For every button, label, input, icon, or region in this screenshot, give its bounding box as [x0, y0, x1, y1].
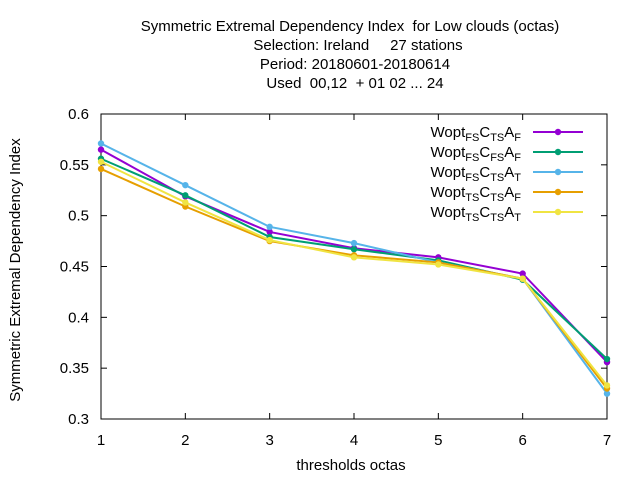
- x-tick-label: 1: [97, 432, 105, 449]
- legend-text: Wopt: [431, 204, 467, 221]
- x-tick-label: 7: [603, 432, 611, 449]
- legend-subscript: F: [514, 152, 521, 164]
- legend-swatch-point: [554, 148, 562, 156]
- legend-swatch-point: [554, 208, 562, 216]
- data-point: [97, 146, 105, 153]
- legend-label: WoptFSCTSAF: [431, 124, 522, 144]
- series-line: [100, 167, 608, 390]
- legend-text: Wopt: [431, 184, 467, 201]
- legend-text: C: [479, 144, 490, 161]
- series-line: [100, 142, 608, 395]
- y-axis-label: Symmetric Extremal Dependency Index: [7, 138, 24, 402]
- data-point: [266, 228, 273, 236]
- data-point: [266, 223, 273, 231]
- data-point: [435, 261, 442, 268]
- legend-subscript: TS: [490, 132, 504, 144]
- x-tick-label: 4: [350, 432, 358, 449]
- legend-subscript: F: [514, 132, 521, 144]
- legend-subscript: TS: [490, 192, 504, 204]
- legend-swatch-point: [554, 168, 562, 176]
- data-point: [519, 275, 526, 282]
- legend-subscript: T: [514, 172, 521, 184]
- legend-text: Wopt: [431, 144, 467, 161]
- data-point: [266, 236, 273, 244]
- y-tick-label: 0.55: [60, 157, 89, 174]
- y-tick-label: 0.35: [60, 360, 89, 377]
- legend-subscript: FS: [465, 132, 479, 144]
- legend-label: WoptTSCTSAT: [431, 204, 522, 224]
- legend-text: A: [504, 124, 514, 141]
- legend-text: C: [479, 164, 490, 181]
- data-point: [603, 382, 611, 389]
- legend-text: C: [479, 204, 490, 221]
- chart-title-line-3: Period: 20180601-20180614: [259, 56, 451, 73]
- x-tick-label: 2: [181, 432, 189, 449]
- legend-text: A: [504, 144, 514, 161]
- x-axis: 1 2 3 4 5 6 7: [97, 114, 611, 449]
- data-point: [182, 199, 189, 206]
- legend-subscript: TS: [490, 212, 504, 224]
- data-point: [97, 140, 105, 147]
- y-tick-label: 0.5: [68, 208, 89, 225]
- data-point: [519, 270, 526, 277]
- y-tick-label: 0.3: [68, 411, 89, 428]
- legend-subscript: TS: [465, 212, 479, 224]
- legend-text: C: [479, 124, 490, 141]
- legend-text: A: [504, 184, 514, 201]
- data-point: [350, 254, 358, 261]
- legend-label: WoptTSCTSAF: [431, 184, 522, 204]
- data-point: [603, 355, 611, 363]
- legend-text: C: [479, 184, 490, 201]
- y-axis: 0.3 0.35 0.4 0.45 0.5 0.55 0.6: [60, 106, 607, 428]
- x-tick-label: 5: [434, 432, 442, 449]
- series-5: [97, 158, 611, 389]
- series-3: [97, 140, 611, 397]
- legend-item-3: WoptFSCTSAT: [431, 164, 583, 184]
- data-point: [182, 192, 189, 199]
- data-point: [97, 158, 105, 165]
- x-tick-label: 6: [518, 432, 526, 449]
- legend-subscript: T: [514, 212, 521, 224]
- data-point: [603, 390, 611, 397]
- legend-text: A: [504, 164, 514, 181]
- plot-frame: [100, 113, 608, 420]
- legend-label: WoptFSCFSAF: [431, 144, 522, 164]
- x-tick-label: 3: [265, 432, 273, 449]
- legend-subscript: F: [514, 192, 521, 204]
- legend-subscript: TS: [465, 192, 479, 204]
- legend-subscript: TS: [490, 172, 504, 184]
- x-axis-label: thresholds octas: [296, 457, 405, 474]
- legend: WoptFSCTSAFWoptFSCFSAFWoptFSCTSATWoptTSC…: [431, 124, 583, 224]
- data-point: [182, 181, 189, 189]
- legend-label: WoptFSCTSAT: [431, 164, 522, 184]
- legend-subscript: FS: [465, 172, 479, 184]
- series-line: [100, 160, 608, 387]
- chart-title-line-4: Used 00,12 + 01 02 ... 24: [266, 75, 444, 92]
- legend-item-1: WoptFSCTSAF: [431, 124, 583, 144]
- series-4: [97, 165, 611, 392]
- chart-title-line-1: Symmetric Extremal Dependency Index for …: [140, 18, 560, 35]
- legend-item-2: WoptFSCFSAF: [431, 144, 583, 164]
- legend-item-5: WoptTSCTSAT: [431, 204, 583, 224]
- legend-text: Wopt: [431, 124, 467, 141]
- y-tick-label: 0.45: [60, 259, 89, 276]
- series-layer: [97, 140, 611, 397]
- legend-subscript: FS: [465, 152, 479, 164]
- legend-text: Wopt: [431, 164, 467, 181]
- legend-text: A: [504, 204, 514, 221]
- data-point: [350, 246, 358, 253]
- legend-swatch-point: [554, 188, 562, 196]
- legend-subscript: FS: [490, 152, 504, 164]
- y-tick-label: 0.4: [68, 309, 89, 326]
- y-tick-label: 0.6: [68, 106, 89, 123]
- legend-swatch-point: [554, 128, 562, 136]
- legend-item-4: WoptTSCTSAF: [431, 184, 583, 204]
- data-point: [97, 165, 105, 173]
- chart-title-line-2: Selection: Ireland 27 stations: [253, 37, 463, 54]
- data-point: [350, 239, 358, 247]
